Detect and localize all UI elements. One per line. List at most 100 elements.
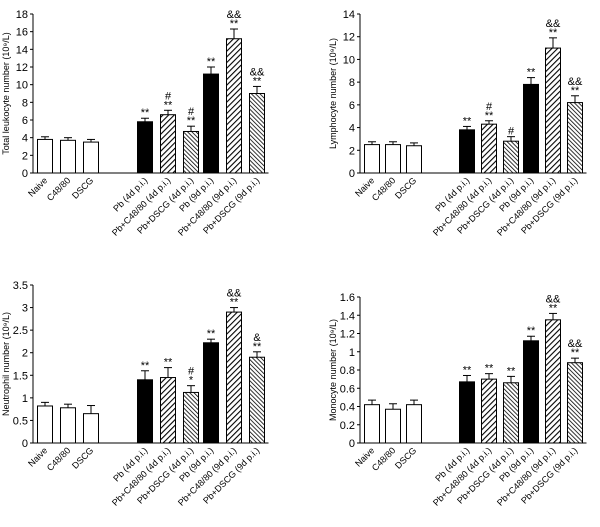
significance-label: **: [549, 302, 558, 314]
y-tick-label: 4: [22, 133, 28, 145]
significance-label: #: [188, 106, 195, 118]
y-tick-label: 0.4: [340, 402, 355, 414]
bar: [249, 93, 265, 174]
y-tick-label: 2: [349, 145, 355, 157]
y-tick-label: 10: [343, 54, 355, 66]
bar: [385, 408, 401, 444]
bar: [83, 413, 99, 444]
significance-label: **: [549, 27, 558, 39]
bar: [226, 311, 242, 444]
significance-label: **: [164, 357, 173, 369]
y-tick-label: 1.6: [340, 292, 355, 304]
y-axis-title: Neutrophil number (10⁹/L): [1, 312, 11, 416]
y-tick-label: 16: [16, 27, 28, 39]
bar: [523, 340, 539, 444]
bar: [37, 405, 53, 444]
bar: [406, 145, 422, 174]
y-tick-label: 6: [349, 100, 355, 112]
y-tick-label: 14: [16, 44, 28, 56]
bar: [545, 319, 561, 444]
x-category-label: C48/80: [370, 175, 398, 203]
bar: [60, 407, 76, 444]
significance-label: &&: [546, 18, 561, 30]
bar: [137, 379, 153, 444]
y-tick-label: 1.5: [13, 370, 28, 382]
bar: [83, 141, 99, 174]
significance-label: &&: [250, 66, 265, 78]
significance-label: #: [508, 126, 515, 138]
bar: [183, 391, 199, 444]
bar: [503, 382, 519, 444]
y-tick-label: 14: [343, 9, 355, 21]
y-tick-label: 4: [349, 123, 355, 135]
significance-label: **: [141, 107, 150, 119]
y-tick-label: 10: [16, 80, 28, 92]
significance-label: **: [507, 365, 516, 377]
bar: [226, 38, 242, 174]
bar: [503, 140, 519, 174]
bar: [481, 378, 497, 444]
bar: [545, 47, 561, 174]
significance-label: **: [571, 85, 580, 97]
significance-label: **: [141, 360, 150, 372]
y-tick-label: 1.4: [340, 310, 355, 322]
leukocyte-chart: 0 2 4 6 8 10 12 14 16 18 Total leukocyte number (1…: [1, 9, 269, 238]
y-tick-label: 0.2: [340, 420, 355, 432]
bar: [523, 83, 539, 174]
significance-label: **: [527, 325, 536, 337]
bar: [137, 121, 153, 174]
y-tick-label: 1.2: [340, 329, 355, 341]
bar: [203, 73, 219, 174]
y-tick-label: 8: [349, 77, 355, 89]
significance-label: **: [164, 99, 173, 111]
y-tick-label: 12: [343, 32, 355, 44]
y-tick-label: 0: [349, 438, 355, 450]
y-tick-label: 2: [22, 150, 28, 162]
bar: [385, 144, 401, 174]
y-tick-label: 3: [22, 303, 28, 315]
y-tick-label: 8: [22, 97, 28, 109]
significance-label: **: [187, 115, 196, 127]
bar: [160, 114, 176, 174]
significance-label: **: [230, 297, 239, 309]
y-axis-title: Monocyte number (10⁹/L): [328, 319, 338, 421]
y-tick-label: 3.5: [13, 280, 28, 292]
significance-label: &&: [546, 293, 561, 305]
y-tick-label: 2: [22, 348, 28, 360]
significance-label: **: [527, 67, 536, 79]
y-tick-label: 0: [349, 168, 355, 180]
y-tick-label: 2.5: [13, 325, 28, 337]
bar: [459, 381, 475, 444]
x-category-label: C48/80: [45, 445, 73, 473]
bar: [60, 139, 76, 174]
significance-label: **: [253, 341, 262, 353]
bar: [203, 342, 219, 444]
significance-label: **: [571, 347, 580, 359]
significance-label: *: [189, 375, 194, 387]
significance-label: #: [188, 366, 195, 378]
significance-label: &&: [227, 9, 242, 21]
x-category-label: C48/80: [370, 445, 398, 473]
bar: [160, 377, 176, 444]
y-tick-label: 0.5: [13, 415, 28, 427]
y-axis-title: Lymphocyte number (10⁹/L): [328, 38, 338, 149]
bar: [567, 102, 583, 174]
x-category-label: DSCG: [393, 445, 418, 470]
bar: [183, 130, 199, 174]
significance-label: &&: [568, 338, 583, 350]
significance-label: &: [253, 332, 261, 344]
bar: [567, 362, 583, 444]
significance-label: **: [207, 56, 216, 68]
significance-label: &&: [227, 288, 242, 300]
y-tick-label: 1: [22, 393, 28, 405]
significance-label: **: [463, 364, 472, 376]
y-tick-label: 0.8: [340, 365, 355, 377]
significance-label: **: [485, 363, 494, 375]
neutrophil-chart: 0 0.5 1 1.5 2 2.5 3 3.5 Neutrophil number (10⁹/L…: [1, 280, 269, 508]
y-axis-title: Total leukocyte number (10⁹/L): [1, 32, 11, 154]
significance-label: &&: [568, 76, 583, 88]
significance-label: **: [253, 75, 262, 87]
x-category-label: DSCG: [70, 175, 95, 200]
